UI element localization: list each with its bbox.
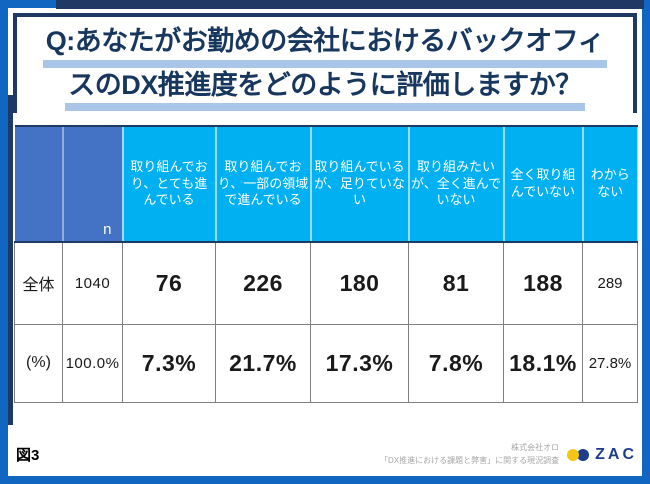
- column-header-dont-know: わからない: [581, 125, 638, 243]
- column-header-very-advanced: 取り組んでおり、とても進んでいる: [121, 125, 216, 243]
- logo-wordmark: ZAC: [595, 446, 637, 464]
- page: Q:あなたがお勤めの会社におけるバックオフィ スのDX推進度をどのように評価しま…: [8, 8, 642, 476]
- percent-value-not-at-all: 18.1%: [503, 323, 583, 403]
- percent-value-dont-know: 27.8%: [582, 323, 638, 403]
- title-line-2: スのDX推進度をどのように評価しますか？: [17, 68, 633, 112]
- survey-result-table: n 取り組んでおり、とても進んでいる 取り組んでおり、一部の領域で進んでいる 取…: [14, 125, 638, 403]
- corner-cell: [14, 125, 63, 243]
- title-line-1: Q:あなたがお勤めの会社におけるバックオフィ: [17, 24, 633, 68]
- total-value-not-at-all: 188: [503, 241, 583, 325]
- column-header-not-enough: 取り組んでいるが、足りていない: [309, 125, 409, 243]
- row-label-total: 全体: [14, 241, 63, 325]
- logo-yellow-dot-icon: [567, 449, 580, 462]
- source-text: 株式会社オロ 「DX推進における課題と弊害」に関する現況調査: [380, 442, 559, 468]
- question-title-box: Q:あなたがお勤めの会社におけるバックオフィ スのDX推進度をどのように評価しま…: [13, 13, 637, 113]
- top-navy-strip: [56, 0, 644, 9]
- row-label-percent: (%): [14, 323, 63, 403]
- zac-logo: ZAC: [567, 446, 637, 464]
- table-row-percent: (%) 100.0% 7.3% 21.7% 17.3% 7.8% 18.1% 2…: [14, 323, 638, 403]
- source-company: 株式会社オロ: [511, 443, 560, 453]
- total-value-very-advanced: 76: [122, 241, 216, 325]
- footer-credit: 株式会社オロ 「DX推進における課題と弊害」に関する現況調査 ZAC: [380, 442, 637, 468]
- percent-n-value: 100.0%: [62, 323, 123, 403]
- column-header-partially-advanced: 取り組んでおり、一部の領域で進んでいる: [214, 125, 311, 243]
- total-n-value: 1040: [62, 241, 123, 325]
- percent-value-very-advanced: 7.3%: [122, 323, 216, 403]
- percent-value-want-but-no-progress: 7.8%: [408, 323, 504, 403]
- total-value-partially-advanced: 226: [215, 241, 311, 325]
- source-survey-name: 「DX推進における課題と弊害」に関する現況調査: [379, 456, 560, 466]
- n-column-header: n: [61, 125, 123, 243]
- title-text-line2: スのDX推進度をどのように評価しますか？: [65, 68, 585, 112]
- percent-value-not-enough: 17.3%: [310, 323, 409, 403]
- header-row: n 取り組んでおり、とても進んでいる 取り組んでおり、一部の領域で進んでいる 取…: [14, 125, 638, 243]
- total-value-want-but-no-progress: 81: [408, 241, 504, 325]
- total-value-not-enough: 180: [310, 241, 409, 325]
- column-header-not-at-all: 全く取り組んでいない: [502, 125, 583, 243]
- table-row-total: 全体 1040 76 226 180 81 188 289: [14, 241, 638, 325]
- total-value-dont-know: 289: [582, 241, 638, 325]
- column-header-want-but-no-progress: 取り組みたいが、全く進んでいない: [407, 125, 504, 243]
- left-accent-bar: [8, 95, 13, 425]
- title-text-line1: Q:あなたがお勤めの会社におけるバックオフィ: [42, 24, 608, 68]
- percent-value-partially-advanced: 21.7%: [215, 323, 311, 403]
- figure-number-label: 図3: [16, 447, 40, 464]
- logo-navy-dot-icon: [577, 449, 590, 462]
